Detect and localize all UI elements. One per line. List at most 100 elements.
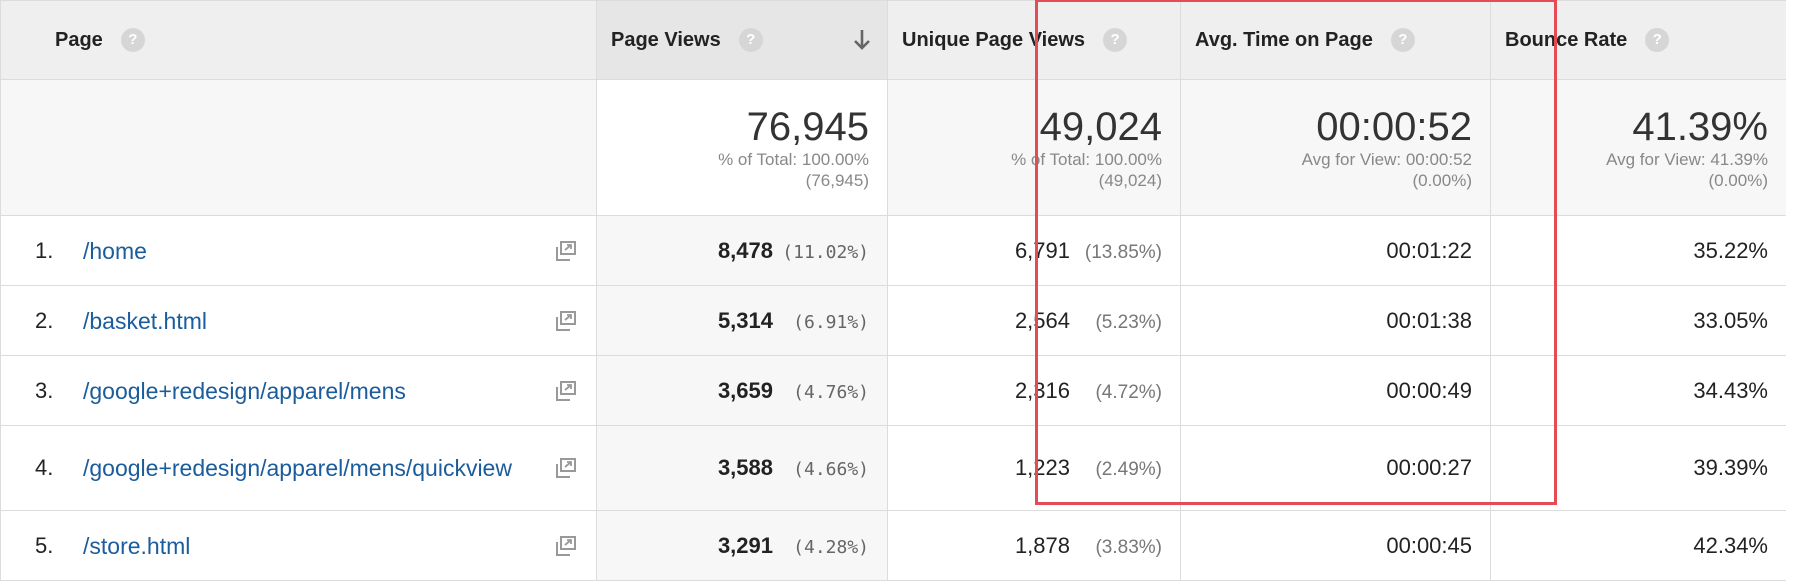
row-index: 3. xyxy=(35,377,54,403)
avg-time-cell: 00:01:22 xyxy=(1180,215,1491,286)
column-header-label: Unique Page Views xyxy=(902,28,1086,51)
bounce-rate-cell: 42.34% xyxy=(1490,510,1786,581)
column-header-label: Bounce Rate xyxy=(1505,28,1628,51)
total-value: 00:00:52 xyxy=(1316,104,1472,149)
total-value: 41.39% xyxy=(1632,104,1768,149)
column-header-label: Page Views xyxy=(611,28,721,51)
help-icon[interactable]: ? xyxy=(1390,28,1415,52)
row-index: 1. xyxy=(35,237,54,263)
row-index: 4. xyxy=(35,455,54,480)
column-header-unique-page-views[interactable]: Unique Page Views ? xyxy=(887,0,1181,80)
unique-page-views-value: 2,316 xyxy=(1014,377,1070,403)
help-icon[interactable]: ? xyxy=(1645,28,1670,52)
column-header-avg-time-on-page[interactable]: Avg. Time on Page ? xyxy=(1180,0,1491,80)
help-icon[interactable]: ? xyxy=(1103,28,1128,52)
help-icon[interactable]: ? xyxy=(738,28,763,52)
page-views-value: 3,659 xyxy=(717,377,773,403)
page-views-percent: (4.66%) xyxy=(793,459,869,480)
page-cell: 4. /google+redesign/apparel/mens/quickvi… xyxy=(0,425,597,511)
page-views-cell: 5,314 (6.91%) xyxy=(596,285,888,356)
page-views-cell: 3,588 (4.66%) xyxy=(596,425,888,511)
unique-page-views-value: 6,791 xyxy=(1014,237,1070,263)
totals-unique-page-views: 49,024 % of Total: 100.00% (49,024) xyxy=(887,79,1181,216)
avg-time-cell: 00:00:27 xyxy=(1180,425,1491,511)
totals-row: 76,945 % of Total: 100.00% (76,945) 49,0… xyxy=(0,79,1786,216)
page-views-value: 5,314 xyxy=(717,307,773,333)
totals-avg-time: 00:00:52 Avg for View: 00:00:52 (0.00%) xyxy=(1180,79,1491,216)
page-link[interactable]: /basket.html xyxy=(83,307,207,334)
page-link[interactable]: /google+redesign/apparel/mens xyxy=(83,377,406,404)
open-in-new-window-icon[interactable] xyxy=(554,379,578,403)
page-link[interactable]: /home xyxy=(83,237,147,264)
page-views-cell: 3,291 (4.28%) xyxy=(596,510,888,581)
bounce-rate-cell: 35.22% xyxy=(1490,215,1786,286)
unique-page-views-value: 1,223 xyxy=(1014,455,1070,480)
open-in-new-window-icon[interactable] xyxy=(554,456,578,480)
page-cell: 2. /basket.html xyxy=(0,285,597,356)
open-in-new-window-icon[interactable] xyxy=(554,534,578,558)
avg-time-cell: 00:00:45 xyxy=(1180,510,1491,581)
page-link[interactable]: /google+redesign/apparel/mens/quickview xyxy=(83,455,512,481)
table-row: 3. /google+redesign/apparel/mens 3,659 (4… xyxy=(0,355,1786,426)
page-views-value: 3,588 xyxy=(717,455,773,480)
sort-descending-icon[interactable] xyxy=(851,27,873,53)
total-subtext: (0.00%) xyxy=(1412,170,1472,190)
avg-time-cell: 00:00:49 xyxy=(1180,355,1491,426)
page-views-percent: (11.02%) xyxy=(782,241,869,263)
totals-page-cell xyxy=(0,79,597,216)
total-value: 76,945 xyxy=(746,104,869,149)
column-header-label: Avg. Time on Page xyxy=(1195,28,1373,51)
bounce-rate-cell: 39.39% xyxy=(1490,425,1786,511)
total-subtext: Avg for View: 41.39% xyxy=(1606,149,1768,169)
total-subtext: % of Total: 100.00% xyxy=(1011,149,1162,169)
column-header-page-views[interactable]: Page Views ? xyxy=(596,0,888,80)
totals-bounce-rate: 41.39% Avg for View: 41.39% (0.00%) xyxy=(1490,79,1786,216)
unique-page-views-value: 2,564 xyxy=(1014,307,1070,333)
row-index: 2. xyxy=(35,307,54,333)
unique-page-views-percent: (4.72%) xyxy=(1095,381,1162,403)
page-cell: 5. /store.html xyxy=(0,510,597,581)
page-views-cell: 8,478 (11.02%) xyxy=(596,215,888,286)
page-views-value: 8,478 xyxy=(717,237,773,263)
totals-page-views: 76,945 % of Total: 100.00% (76,945) xyxy=(596,79,888,216)
unique-page-views-cell: 1,223 (2.49%) xyxy=(887,425,1181,511)
column-header-label: Page xyxy=(55,28,103,51)
total-value: 49,024 xyxy=(1039,104,1162,149)
column-header-page[interactable]: Page ? xyxy=(0,0,597,80)
table-row: 5. /store.html 3,291 (4.28%) 1,878 (3.83%)… xyxy=(0,510,1786,581)
total-subtext: (76,945) xyxy=(805,170,869,190)
page-cell: 1. /home xyxy=(0,215,597,286)
unique-page-views-cell: 2,564 (5.23%) xyxy=(887,285,1181,356)
table-row: 1. /home 8,478 (11.02%) 6,791 (13.85%) 00:… xyxy=(0,215,1786,286)
page-views-value: 3,291 xyxy=(717,532,773,558)
page-views-cell: 3,659 (4.76%) xyxy=(596,355,888,426)
unique-page-views-value: 1,878 xyxy=(1014,532,1070,558)
page-cell: 3. /google+redesign/apparel/mens xyxy=(0,355,597,426)
table-row: 2. /basket.html 5,314 (6.91%) 2,564 (5.23%… xyxy=(0,285,1786,356)
row-index: 5. xyxy=(35,532,54,558)
unique-page-views-percent: (3.83%) xyxy=(1095,536,1162,558)
total-subtext: Avg for View: 00:00:52 xyxy=(1301,149,1472,169)
unique-page-views-percent: (2.49%) xyxy=(1095,459,1162,480)
column-header-bounce-rate[interactable]: Bounce Rate ? xyxy=(1490,0,1786,80)
avg-time-cell: 00:01:38 xyxy=(1180,285,1491,356)
open-in-new-window-icon[interactable] xyxy=(554,239,578,263)
bounce-rate-cell: 33.05% xyxy=(1490,285,1786,356)
open-in-new-window-icon[interactable] xyxy=(554,309,578,333)
page-views-percent: (4.28%) xyxy=(793,536,869,558)
unique-page-views-cell: 2,316 (4.72%) xyxy=(887,355,1181,426)
help-icon[interactable]: ? xyxy=(120,28,145,52)
total-subtext: (49,024) xyxy=(1098,170,1162,190)
table-row: 4. /google+redesign/apparel/mens/quickvi… xyxy=(0,425,1786,511)
page-views-percent: (4.76%) xyxy=(793,381,869,403)
page-views-percent: (6.91%) xyxy=(793,311,869,333)
total-subtext: % of Total: 100.00% xyxy=(718,149,869,169)
unique-page-views-percent: (13.85%) xyxy=(1084,241,1162,263)
bounce-rate-cell: 34.43% xyxy=(1490,355,1786,426)
unique-page-views-cell: 1,878 (3.83%) xyxy=(887,510,1181,581)
header-row: Page ? Page Views ? Unique Page Views ? xyxy=(0,0,1786,80)
page-link[interactable]: /store.html xyxy=(83,532,191,559)
unique-page-views-cell: 6,791 (13.85%) xyxy=(887,215,1181,286)
